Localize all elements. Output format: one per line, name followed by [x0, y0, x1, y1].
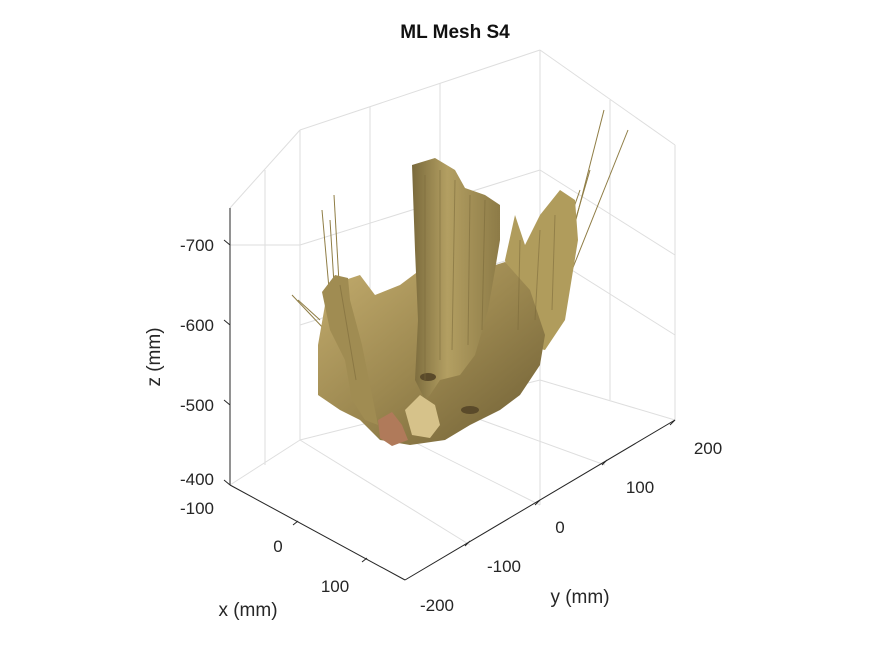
y-tick-label: 200	[694, 439, 722, 458]
mesh-nose	[405, 395, 440, 438]
z-tick-label: -500	[180, 396, 214, 415]
z-tick-label: -700	[180, 236, 214, 255]
y-tick-label: -200	[420, 596, 454, 615]
mesh-center-strip	[412, 158, 500, 400]
z-axis-label: z (mm)	[144, 327, 165, 386]
x-tick-marks	[292, 520, 368, 563]
z-tick-label: -400	[180, 470, 214, 489]
mesh-lips	[378, 412, 408, 446]
z-tick-labels: -400 -500 -600 -700	[180, 236, 214, 489]
x-tick-label: 100	[321, 577, 349, 596]
mesh-surface	[291, 109, 629, 446]
x-tick-label: -100	[180, 499, 214, 518]
mesh-shading	[339, 170, 556, 381]
mesh-left-eye	[420, 373, 436, 381]
x-axis-label: x (mm)	[218, 600, 277, 621]
mesh-right-eye	[461, 406, 479, 414]
x-tick-label: 0	[273, 537, 282, 556]
z-tick-label: -600	[180, 316, 214, 335]
y-tick-label: -100	[487, 557, 521, 576]
y-tick-label: 100	[626, 478, 654, 497]
y-tick-label: 0	[555, 518, 564, 537]
y-axis-label: y (mm)	[550, 587, 609, 608]
chart-title: ML Mesh S4	[400, 22, 510, 43]
z-tick-marks	[223, 239, 231, 486]
mesh-left-strip	[322, 275, 378, 425]
y-tick-labels: -200 -100 0 100 200	[420, 439, 722, 615]
x-tick-labels: -100 0 100	[180, 499, 349, 596]
y-tick-marks	[464, 419, 676, 547]
